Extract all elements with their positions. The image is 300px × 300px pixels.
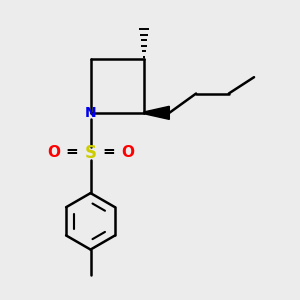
Text: N: N: [85, 106, 96, 120]
Text: O: O: [121, 146, 134, 160]
Text: S: S: [85, 144, 97, 162]
Text: O: O: [47, 146, 60, 160]
Text: =: =: [103, 144, 116, 159]
Text: =: =: [66, 144, 78, 159]
Polygon shape: [144, 106, 169, 119]
